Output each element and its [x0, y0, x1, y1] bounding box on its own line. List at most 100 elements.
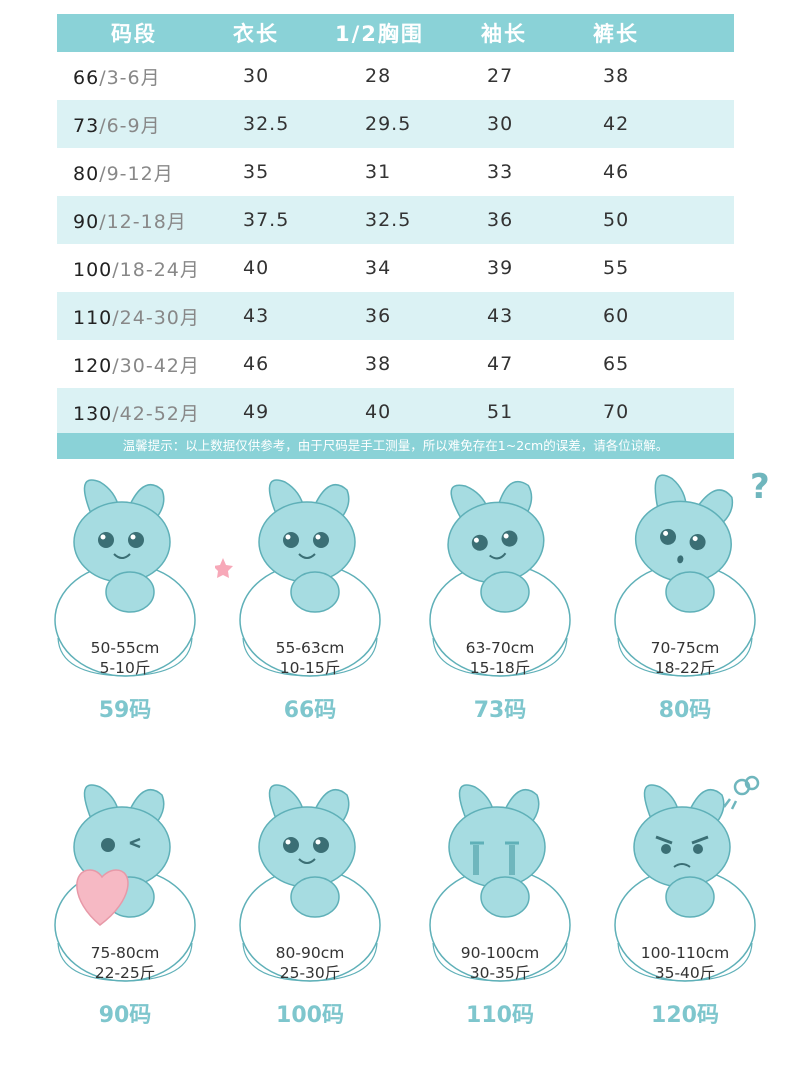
length-cell: 37.5 — [243, 209, 290, 231]
header-chest: 1/2胸围 — [335, 22, 424, 46]
card-height: 100-110cm — [640, 944, 730, 962]
bunny-illustration — [429, 784, 571, 982]
length-cell: 30 — [243, 65, 270, 87]
bunny-illustration — [429, 480, 571, 677]
card-size-code: 90码 — [98, 1003, 152, 1028]
card-size-code: 110码 — [466, 1003, 534, 1028]
card-weight: 10-15斤 — [279, 659, 341, 677]
pants-cell: 55 — [603, 257, 630, 279]
sleeve-cell: 27 — [487, 65, 514, 87]
size-number: 120 — [73, 354, 113, 377]
size-cell: 110/24-30月 — [73, 303, 200, 330]
size-number: 66 — [73, 66, 100, 89]
size-number: 90 — [73, 210, 100, 233]
size-card: 50-55cm 5-10斤 59码 — [30, 470, 220, 730]
size-table: 码段 衣长 1/2胸围 袖长 裤长 66/3-6月 30 28 27 38 73/6-9月… — [57, 14, 734, 436]
card-size-code: 73码 — [473, 698, 527, 723]
size-card: 90-100cm 30-35斤 110码 — [405, 775, 595, 1035]
size-cell: 100/18-24月 — [73, 255, 200, 282]
size-number: 80 — [73, 162, 100, 185]
size-number: 110 — [73, 306, 113, 329]
size-cell: 73/6-9月 — [73, 111, 161, 138]
size-number: 73 — [73, 114, 100, 137]
table-header: 码段 衣长 1/2胸围 袖长 裤长 — [57, 14, 734, 52]
size-card: 63-70cm 15-18斤 73码 — [405, 470, 595, 730]
bunny-illustration — [614, 775, 760, 982]
size-separator: / — [99, 162, 107, 185]
bunny-illustration: ? — [614, 470, 770, 677]
table-row: 100/18-24月 40 34 39 55 — [57, 244, 734, 292]
bunny-illustration — [215, 479, 381, 677]
length-cell: 35 — [243, 161, 270, 183]
header-size: 码段 — [111, 22, 157, 46]
size-card: ? 70-75cm 18-22斤 80码 — [590, 470, 780, 730]
card-weight: 25-30斤 — [279, 964, 341, 982]
size-separator: / — [112, 402, 120, 425]
pants-cell: 60 — [603, 305, 630, 327]
card-weight: 5-10斤 — [99, 659, 151, 677]
size-cell: 130/42-52月 — [73, 399, 200, 426]
size-separator: / — [112, 306, 120, 329]
sizing-note: 温馨提示：以上数据仅供参考，由于尺码是手工测量，所以难免存在1~2cm的误差，请… — [57, 433, 734, 459]
size-age: 12-18月 — [106, 210, 187, 233]
size-number: 130 — [73, 402, 113, 425]
size-separator: / — [99, 114, 107, 137]
pants-cell: 70 — [603, 401, 630, 423]
card-size-code: 66码 — [283, 698, 337, 723]
size-age: 24-30月 — [119, 306, 200, 329]
question-mark-icon: ? — [750, 470, 770, 507]
angry-steam-icon — [723, 775, 760, 810]
chest-cell: 38 — [365, 353, 392, 375]
card-size-code: 59码 — [98, 698, 152, 723]
size-age: 18-24月 — [119, 258, 200, 281]
length-cell: 43 — [243, 305, 270, 327]
card-weight: 22-25斤 — [94, 964, 156, 982]
length-cell: 40 — [243, 257, 270, 279]
pants-cell: 65 — [603, 353, 630, 375]
table-row: 80/9-12月 35 31 33 46 — [57, 148, 734, 196]
table-row: 90/12-18月 37.5 32.5 36 50 — [57, 196, 734, 244]
star-icon — [215, 558, 233, 578]
size-cell: 80/9-12月 — [73, 159, 174, 186]
length-cell: 46 — [243, 353, 270, 375]
size-number: 100 — [73, 258, 113, 281]
size-card: 80-90cm 25-30斤 100码 — [215, 775, 405, 1035]
bunny-illustration — [239, 784, 381, 982]
header-sleeve: 袖长 — [481, 22, 527, 46]
size-cell: 90/12-18月 — [73, 207, 187, 234]
size-age: 9-12月 — [106, 162, 174, 185]
card-height: 50-55cm — [90, 639, 160, 657]
chest-cell: 34 — [365, 257, 392, 279]
card-size-code: 100码 — [276, 1003, 344, 1028]
sleeve-cell: 30 — [487, 113, 514, 135]
size-card: 75-80cm 22-25斤 90码 — [30, 775, 220, 1035]
size-age: 6-9月 — [106, 114, 161, 137]
table-row: 110/24-30月 43 36 43 60 — [57, 292, 734, 340]
card-height: 63-70cm — [465, 639, 535, 657]
pants-cell: 38 — [603, 65, 630, 87]
sleeve-cell: 47 — [487, 353, 514, 375]
table-row: 66/3-6月 30 28 27 38 — [57, 52, 734, 100]
header-pants: 裤长 — [593, 22, 639, 46]
sleeve-cell: 39 — [487, 257, 514, 279]
size-age: 3-6月 — [106, 66, 161, 89]
card-size-code: 80码 — [658, 698, 712, 723]
sleeve-cell: 36 — [487, 209, 514, 231]
sleeve-cell: 43 — [487, 305, 514, 327]
card-height: 80-90cm — [275, 944, 345, 962]
card-height: 55-63cm — [275, 639, 345, 657]
sleeve-cell: 33 — [487, 161, 514, 183]
size-cell: 120/30-42月 — [73, 351, 200, 378]
header-length: 衣长 — [233, 22, 279, 46]
chest-cell: 36 — [365, 305, 392, 327]
size-separator: / — [112, 258, 120, 281]
card-weight: 30-35斤 — [469, 964, 531, 982]
chest-cell: 28 — [365, 65, 392, 87]
bunny-illustration — [54, 784, 196, 982]
size-age: 42-52月 — [119, 402, 200, 425]
table-row: 120/30-42月 46 38 47 65 — [57, 340, 734, 388]
card-height: 75-80cm — [90, 944, 160, 962]
table-row: 73/6-9月 32.5 29.5 30 42 — [57, 100, 734, 148]
length-cell: 32.5 — [243, 113, 290, 135]
card-height: 70-75cm — [650, 639, 720, 657]
